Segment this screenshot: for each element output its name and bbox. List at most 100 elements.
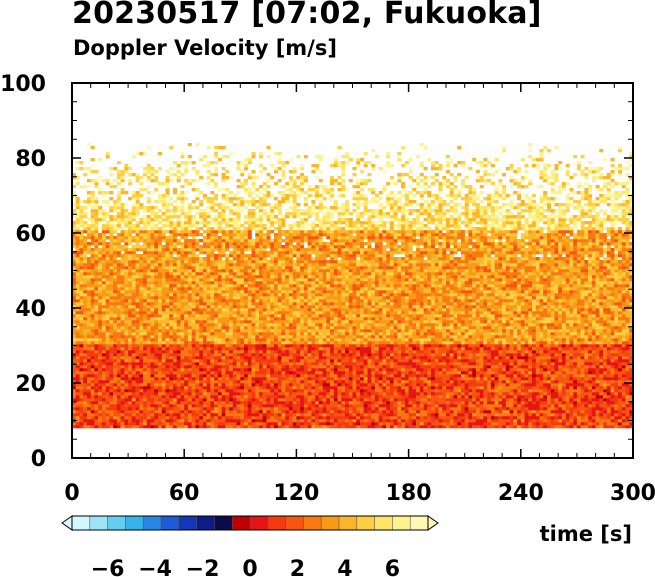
heatmap-cell <box>79 335 84 339</box>
heatmap-cell <box>165 347 170 351</box>
heatmap-cell <box>225 206 230 210</box>
heatmap-cell <box>165 326 170 330</box>
heatmap-cell <box>266 251 271 255</box>
heatmap-cell <box>229 341 234 345</box>
heatmap-cell <box>135 371 140 375</box>
heatmap-cell <box>87 263 91 267</box>
heatmap-cell <box>143 374 148 378</box>
heatmap-cell <box>176 335 181 339</box>
heatmap-cell <box>98 389 103 393</box>
heatmap-cell <box>105 230 110 234</box>
heatmap-cell <box>72 281 76 285</box>
heatmap-cell <box>206 386 211 390</box>
heatmap-cell <box>285 239 290 243</box>
heatmap-cell <box>169 257 174 261</box>
heatmap-cell <box>135 320 140 324</box>
heatmap-cell <box>180 398 185 402</box>
heatmap-cell <box>83 359 88 363</box>
heatmap-cell <box>79 185 84 189</box>
heatmap-cell <box>270 386 275 390</box>
heatmap-cell <box>173 380 177 384</box>
heatmap-cell <box>251 293 256 297</box>
heatmap-cell <box>143 248 148 252</box>
heatmap-cell <box>98 392 103 396</box>
heatmap-cell <box>161 362 166 366</box>
heatmap-cell <box>292 185 297 189</box>
heatmap-cell <box>90 356 95 360</box>
heatmap-cell <box>281 377 286 381</box>
heatmap-cell <box>285 374 290 378</box>
heatmap-cell <box>244 329 248 333</box>
heatmap-cell <box>270 377 275 381</box>
heatmap-cell <box>131 254 136 258</box>
heatmap-cell <box>255 332 260 336</box>
heatmap-cell <box>225 230 230 234</box>
heatmap-cell <box>75 287 80 291</box>
heatmap-cell <box>251 320 256 324</box>
heatmap-cell <box>87 404 91 408</box>
heatmap-cell <box>199 257 204 261</box>
heatmap-cell <box>83 413 88 417</box>
heatmap-cell <box>225 215 230 219</box>
heatmap-cell <box>244 182 248 186</box>
heatmap-cell <box>135 227 140 231</box>
heatmap-cell <box>72 221 76 225</box>
heatmap-cell <box>176 320 181 324</box>
heatmap-cell <box>210 383 215 387</box>
heatmap-cell <box>225 320 230 324</box>
heatmap-cell <box>154 353 159 357</box>
heatmap-cell <box>240 350 245 354</box>
heatmap-cell <box>146 416 151 420</box>
heatmap-cell <box>199 347 204 351</box>
heatmap-cell <box>214 392 219 396</box>
heatmap-cell <box>135 245 140 249</box>
heatmap-cell <box>161 353 166 357</box>
heatmap-cell <box>296 419 301 423</box>
heatmap-cell <box>135 398 140 402</box>
heatmap-cell <box>232 380 237 384</box>
heatmap-cell <box>277 326 282 330</box>
heatmap-cell <box>277 308 282 312</box>
heatmap-cell <box>300 347 305 351</box>
heatmap-cell <box>180 221 185 225</box>
heatmap-cell <box>244 380 248 384</box>
heatmap-cell <box>116 347 121 351</box>
heatmap-cell <box>266 311 271 315</box>
heatmap-cell <box>116 254 121 258</box>
heatmap-cell <box>187 296 192 300</box>
heatmap-cell <box>288 263 293 267</box>
heatmap-cell <box>90 221 95 225</box>
heatmap-cell <box>202 281 207 285</box>
heatmap-cell <box>139 356 144 360</box>
heatmap-cell <box>116 419 121 423</box>
heatmap-cell <box>87 248 91 252</box>
heatmap-cell <box>113 341 118 345</box>
heatmap-cell <box>94 308 99 312</box>
heatmap-cell <box>131 212 136 216</box>
heatmap-cell <box>274 362 278 366</box>
heatmap-cell <box>266 368 271 372</box>
heatmap-cell <box>124 209 129 213</box>
heatmap-cell <box>150 338 155 342</box>
heatmap-cell <box>79 257 84 261</box>
heatmap-cell <box>150 320 155 324</box>
heatmap-cell <box>90 251 95 255</box>
heatmap-cell <box>225 374 230 378</box>
heatmap-cell <box>214 278 219 282</box>
heatmap-cell <box>251 155 256 159</box>
heatmap-cell <box>303 401 308 405</box>
heatmap-cell <box>131 317 136 321</box>
heatmap-cell <box>199 281 204 285</box>
heatmap-cell <box>303 230 308 234</box>
heatmap-cell <box>161 404 166 408</box>
heatmap-cell <box>247 308 252 312</box>
heatmap-cell <box>296 308 301 312</box>
heatmap-cell <box>94 374 99 378</box>
heatmap-cell <box>101 269 106 273</box>
heatmap-cell <box>165 398 170 402</box>
heatmap-cell <box>139 299 144 303</box>
heatmap-cell <box>307 329 312 333</box>
heatmap-cell <box>244 254 248 258</box>
heatmap-cell <box>202 413 207 417</box>
heatmap-cell <box>176 194 181 198</box>
